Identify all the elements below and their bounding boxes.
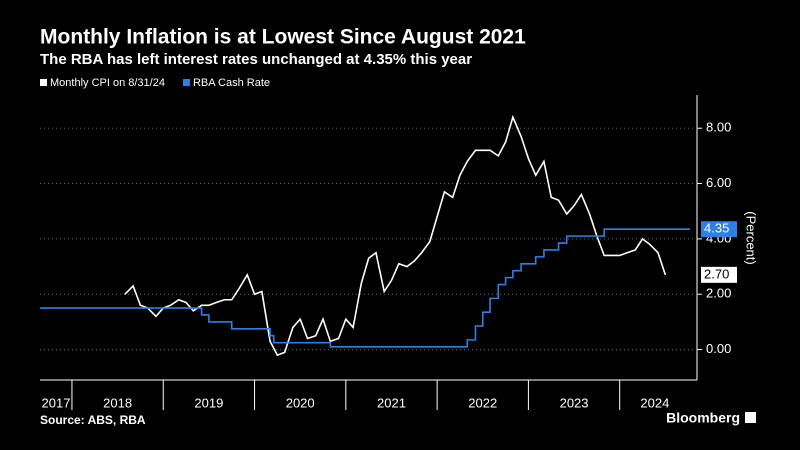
x-tick-label: 2020 [286, 395, 315, 410]
end-label: 4.35 [704, 221, 729, 236]
legend-label: Monthly CPI on 8/31/24 [50, 77, 165, 89]
legend-swatch [40, 79, 47, 86]
brand: Bloomberg [666, 410, 740, 426]
line [124, 114, 667, 357]
legend-swatch [182, 79, 190, 86]
end-label-box [701, 266, 737, 283]
y-axis-label: (Percent) [744, 211, 759, 264]
chart-subtitle: The RBA has left interest rates unchange… [40, 51, 472, 68]
line [40, 228, 690, 348]
x-tick-label: 2024 [640, 395, 669, 410]
x-tick-label: 2017 [42, 395, 71, 410]
x-tick-label: 2021 [377, 395, 406, 410]
brand-icon [745, 412, 756, 423]
x-tick-label: 2019 [194, 395, 223, 410]
end-label: 2.70 [704, 266, 729, 281]
x-tick-label: 2023 [560, 395, 589, 410]
chart-title: Monthly Inflation is at Lowest Since Aug… [40, 26, 526, 49]
y-tick-label: 6.00 [706, 175, 731, 190]
x-tick-label: 2018 [103, 395, 132, 410]
legend-label: RBA Cash Rate [193, 77, 270, 89]
y-tick-label: 0.00 [706, 341, 731, 356]
y-tick-label: 8.00 [706, 120, 731, 135]
source: Source: ABS, RBA [40, 413, 146, 427]
y-tick-label: 2.00 [706, 286, 731, 301]
end-label-box [701, 221, 737, 238]
x-tick-label: 2022 [468, 395, 497, 410]
